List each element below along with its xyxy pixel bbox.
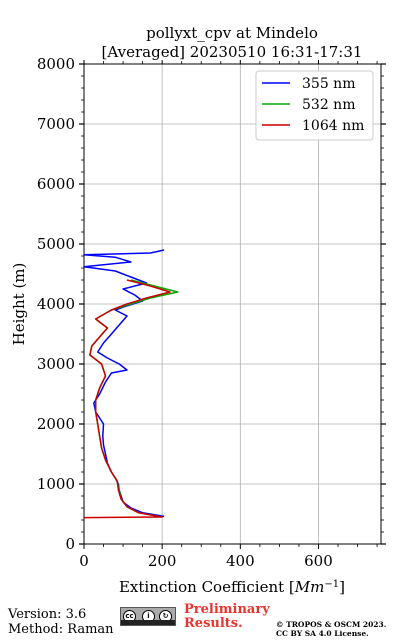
preliminary-line2: Results. xyxy=(184,616,243,631)
preliminary-notice: Preliminary Results. xyxy=(184,603,270,631)
legend: 355 nm 532 nm 1064 nm xyxy=(255,70,374,141)
x-tick-label: 600 xyxy=(304,552,333,570)
series-line-0 xyxy=(83,249,165,518)
copyright-notice: © TROPOS & OSCM 2023. CC BY SA 4.0 Licen… xyxy=(276,620,386,638)
y-tick-label: 4000 xyxy=(37,295,75,313)
x-tick-label: 0 xyxy=(79,552,89,570)
version-text: Version: 3.6 xyxy=(8,607,87,622)
y-tick-label: 3000 xyxy=(37,355,75,373)
x-tick-label: 400 xyxy=(226,552,255,570)
y-tick-label: 1000 xyxy=(37,475,75,493)
x-tick-label: 200 xyxy=(148,552,177,570)
y-tick-label: 7000 xyxy=(37,115,75,133)
x-axis-label: Extinction Coefficient [Mm−1] xyxy=(119,578,345,596)
by-icon: i xyxy=(142,610,155,623)
chart-title-line1: pollyxt_cpv at Mindelo xyxy=(146,24,318,42)
y-tick-label: 0 xyxy=(65,535,75,553)
y-tick-label: 2000 xyxy=(37,415,75,433)
copyright-line2: CC BY SA 4.0 License. xyxy=(276,629,369,638)
legend-label-2: 1064 nm xyxy=(302,118,364,134)
series-line-2 xyxy=(83,279,171,519)
badge-strip xyxy=(121,620,175,625)
y-tick-label: 6000 xyxy=(37,175,75,193)
chart-title-line2: [Averaged] 20230510 16:31-17:31 xyxy=(102,43,363,61)
legend-label-1: 532 nm xyxy=(302,97,355,113)
y-tick-label: 8000 xyxy=(37,55,75,73)
extinction-profile-chart: 0 200 400 600010002000300040005000600070008… xyxy=(10,24,386,596)
legend-box xyxy=(255,70,374,141)
ticks: 0 200 400 600010002000300040005000600070008… xyxy=(37,55,386,570)
method-text: Method: Raman xyxy=(8,622,114,637)
copyright-line1: © TROPOS & OSCM 2023. xyxy=(276,620,387,629)
y-tick-label: 5000 xyxy=(37,235,75,253)
legend-label-0: 355 nm xyxy=(302,76,355,92)
series-layer xyxy=(83,249,179,519)
cc-license-badge: cc i ↻ xyxy=(120,607,176,626)
preliminary-line1: Preliminary xyxy=(184,602,270,617)
y-axis-label: Height (m) xyxy=(10,263,28,346)
